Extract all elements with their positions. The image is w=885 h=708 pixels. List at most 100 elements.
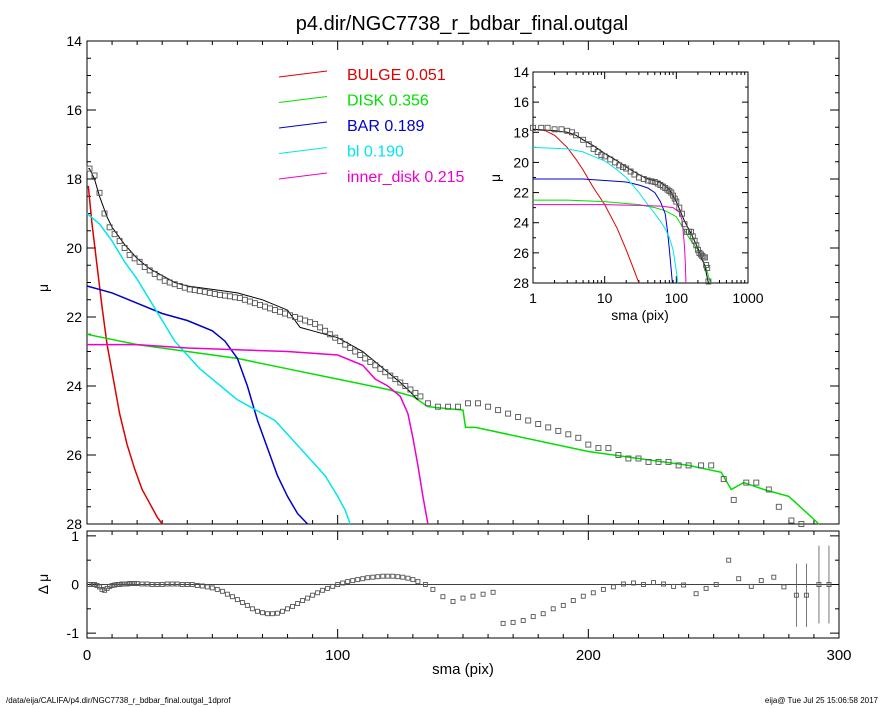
main-y-tick-label: 26	[66, 447, 82, 463]
x-tick-label: 300	[826, 647, 851, 664]
residual-y-tick-label: 0	[71, 577, 79, 593]
residual-point	[275, 610, 280, 616]
data-point	[515, 414, 522, 420]
residual-point	[119, 581, 125, 587]
data-point	[594, 148, 601, 155]
residual-point	[590, 590, 596, 596]
data-point	[347, 345, 354, 351]
residual-point	[134, 581, 140, 586]
data-point	[236, 295, 243, 301]
data-point	[282, 310, 288, 317]
residual-point	[330, 583, 336, 589]
data-point	[342, 341, 349, 348]
bl-profile-line	[86, 212, 351, 525]
residual-point	[325, 585, 331, 591]
residual-point	[154, 582, 160, 587]
data-point	[445, 403, 451, 410]
data-point	[332, 334, 339, 341]
residual-point	[244, 602, 250, 608]
residual-point	[117, 582, 123, 587]
inset-x-tick-label: 100	[665, 290, 689, 306]
data-point	[226, 293, 233, 300]
data-point	[322, 327, 329, 334]
residual-point	[580, 593, 586, 599]
data-point	[241, 296, 248, 303]
data-point	[156, 274, 163, 281]
residual-point	[803, 592, 809, 598]
data-point	[775, 503, 782, 510]
data-point	[673, 198, 680, 205]
residual-point	[693, 591, 699, 597]
data-point	[558, 126, 565, 133]
inset-y-tick-label: 28	[513, 275, 529, 291]
residual-point	[97, 584, 102, 590]
residual-point	[224, 591, 230, 597]
data-point	[126, 251, 133, 258]
data-point	[362, 355, 369, 362]
residual-point	[255, 608, 260, 614]
data-point	[455, 403, 461, 410]
residual-point	[370, 574, 376, 580]
data-point	[246, 298, 253, 305]
data-point	[664, 186, 671, 193]
residual-point	[107, 583, 113, 589]
residual-point	[510, 619, 516, 625]
residual-y-tick-label: 1	[71, 528, 79, 544]
residual-point	[305, 595, 311, 601]
data-point	[337, 338, 344, 345]
data-point	[625, 455, 632, 462]
data-point	[538, 124, 545, 131]
data-point	[645, 458, 652, 465]
data-point	[580, 136, 587, 143]
inset-log-panel: 14 16 18 20 22 24 26 281 10 100 1000 sma (pix) μ	[487, 64, 764, 323]
data-point	[545, 424, 552, 431]
residual-point	[651, 580, 656, 586]
data-point	[211, 290, 218, 297]
residual-point	[179, 582, 185, 587]
data-point	[475, 400, 481, 407]
residual-point	[631, 580, 636, 586]
main-y-tick-label: 14	[66, 33, 82, 49]
residual-point	[184, 582, 190, 587]
data-point	[111, 231, 118, 238]
data-point	[569, 129, 575, 136]
residual-point	[422, 582, 428, 587]
data-point	[96, 189, 103, 196]
data-point	[575, 434, 582, 441]
inset-y-axis-label: μ	[487, 174, 503, 182]
residual-point	[641, 582, 646, 587]
data-point	[101, 210, 108, 217]
data-point	[670, 192, 677, 199]
residual-point	[300, 598, 306, 603]
data-point	[689, 233, 696, 240]
inset-x-tick-label: 1000	[732, 290, 763, 306]
data-point	[131, 255, 138, 262]
data-point	[648, 178, 655, 185]
data-point	[151, 270, 158, 277]
data-point	[465, 400, 471, 407]
data-point	[688, 228, 694, 235]
data-point	[691, 237, 698, 244]
residual-point	[109, 583, 115, 588]
data-point	[307, 319, 314, 326]
residual-point	[139, 581, 145, 587]
data-point	[644, 177, 651, 184]
residual-point	[132, 581, 138, 586]
data-point	[573, 132, 580, 139]
data-point	[312, 320, 319, 327]
data-point	[495, 407, 502, 414]
residual-point	[249, 606, 255, 612]
data-point	[372, 362, 379, 369]
residual-point	[661, 581, 666, 587]
data-point	[668, 189, 675, 196]
figure-title: p4.dir/NGC7738_r_bdbar_final.outgal	[296, 13, 628, 35]
data-point	[753, 479, 760, 486]
inset-x-axis-label: sma (pix)	[611, 307, 669, 323]
data-point	[216, 291, 223, 298]
data-point	[106, 224, 113, 231]
disk-profile-line	[86, 333, 820, 525]
residual-point	[164, 581, 170, 587]
x-axis-label: sma (pix)	[432, 661, 494, 678]
residual-point	[229, 594, 235, 600]
data-point	[382, 369, 389, 376]
